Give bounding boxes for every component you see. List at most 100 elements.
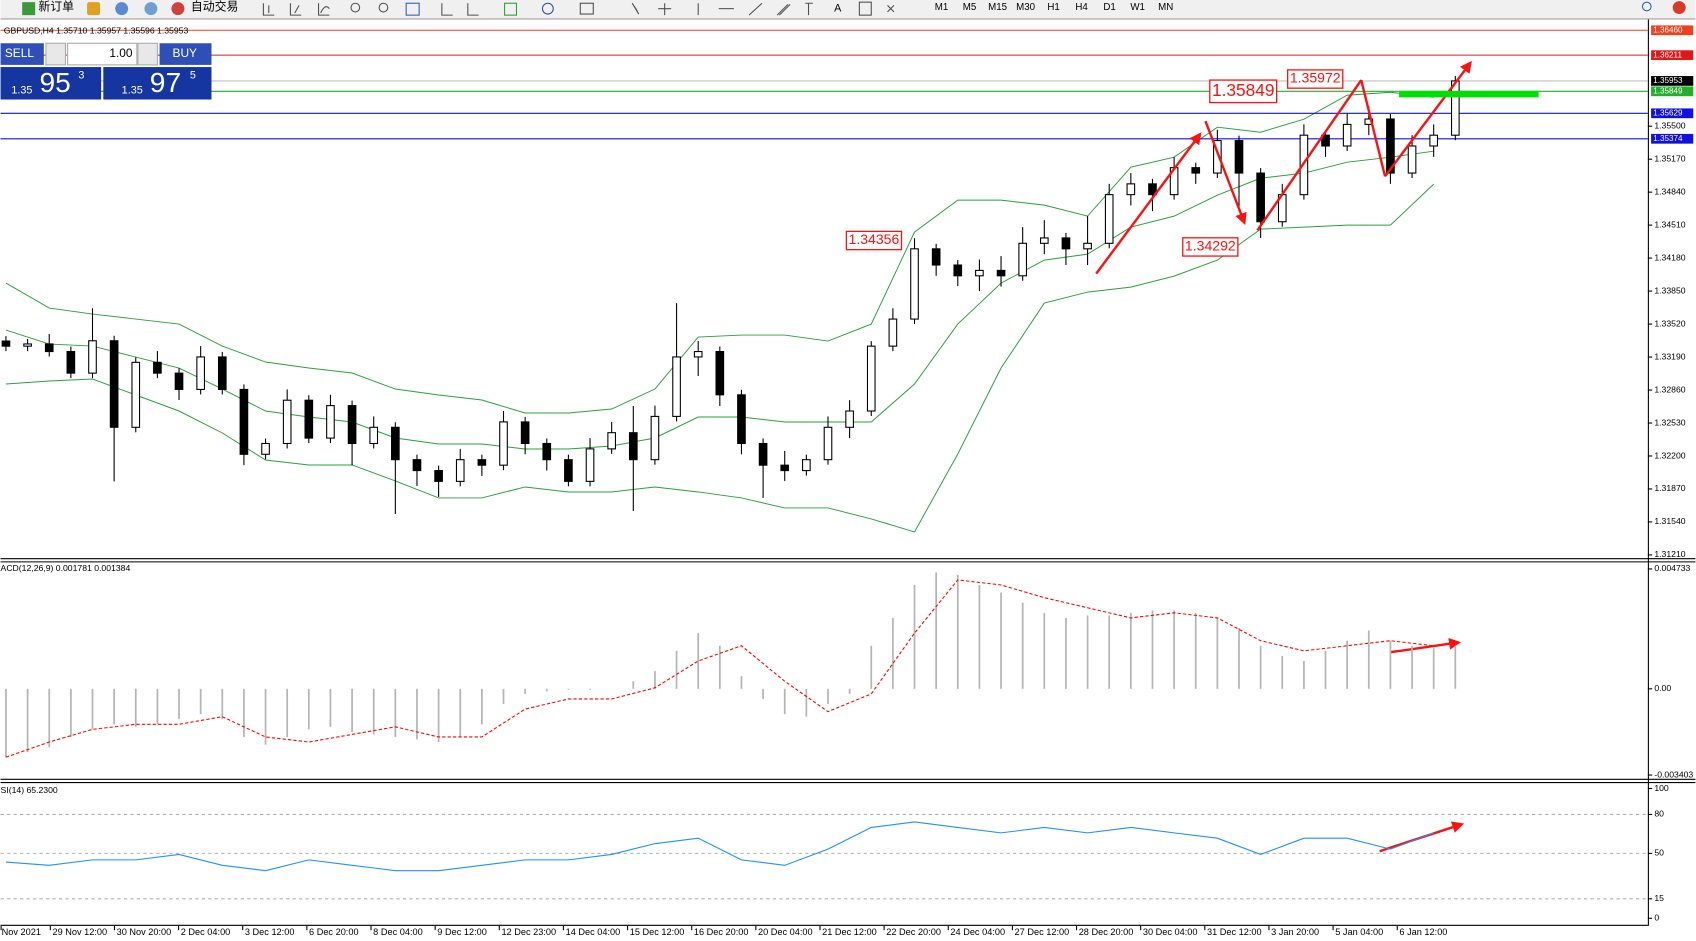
chart-tools[interactable] <box>262 2 813 16</box>
timeframe-button[interactable]: M1 <box>935 2 949 13</box>
trend-arrow <box>1095 132 1202 275</box>
bid-pips: 95 <box>39 67 70 98</box>
auto-trading-icon[interactable] <box>171 2 185 16</box>
label-tool-icon[interactable] <box>858 1 872 16</box>
candle-body <box>44 343 54 353</box>
rsi-tick-label: 80 <box>1654 809 1664 819</box>
candle-body <box>910 248 919 320</box>
ask-big: 1.35 <box>122 85 143 97</box>
candle-body <box>261 442 270 455</box>
candles <box>1 75 1460 514</box>
candle-body <box>607 432 616 450</box>
timeframe-button[interactable]: W1 <box>1130 2 1145 13</box>
candle-body <box>23 343 32 347</box>
candle-body <box>1386 118 1395 174</box>
tool-icon[interactable] <box>87 2 101 16</box>
ask-box[interactable] <box>103 67 212 100</box>
candle-body <box>845 410 854 428</box>
candle-body <box>174 372 184 390</box>
timeframe-button[interactable]: M15 <box>988 2 1007 13</box>
candle-body <box>66 351 76 374</box>
time-label: 6 Jan 12:00 <box>1399 927 1447 937</box>
time-label: 20 Dec 04:00 <box>758 927 813 937</box>
one-click-panel: SELL 1.00 BUY 1.35 95 3 1.35 97 5 <box>0 42 212 100</box>
candle-body <box>1104 194 1114 244</box>
time-label: 6 Dec 20:00 <box>309 927 359 937</box>
time-label: 14 Dec 04:00 <box>566 927 621 937</box>
level-label: 1.35629 <box>1653 108 1683 117</box>
price-label: 1.34510 <box>1654 219 1685 229</box>
tool-icon[interactable] <box>144 2 158 16</box>
search-icon[interactable] <box>1641 1 1652 12</box>
tool-icon[interactable] <box>115 2 129 16</box>
candle-body <box>737 394 746 445</box>
new-order-icon[interactable] <box>22 2 36 16</box>
rsi-tick-label: 15 <box>1654 893 1664 903</box>
candle-body <box>542 442 552 461</box>
candle-body <box>412 459 422 472</box>
candle-body <box>1018 242 1028 277</box>
candle-body <box>866 345 876 412</box>
lot-up[interactable] <box>137 42 158 66</box>
level-label: 1.35849 <box>1653 86 1683 95</box>
candle-body <box>131 361 141 428</box>
timeframe-bar: M1 M5 M15 M30 H1 H4 D1 W1 MN <box>935 2 1173 13</box>
timeframe-button[interactable]: H4 <box>1075 2 1088 13</box>
candle-body <box>1429 134 1439 147</box>
timeframe-button[interactable]: H1 <box>1047 2 1059 13</box>
notification-icon[interactable] <box>1672 1 1686 15</box>
price-label: 1.31540 <box>1654 516 1685 526</box>
candle-body <box>347 405 357 445</box>
candle-body <box>931 248 941 266</box>
lot-value[interactable]: 1.00 <box>109 46 133 60</box>
price-label: 1.33520 <box>1654 318 1685 328</box>
level-label: 1.36211 <box>1653 50 1682 59</box>
candle-body <box>88 340 97 374</box>
timeframe-button[interactable]: D1 <box>1103 2 1115 13</box>
candle-body <box>953 264 963 277</box>
level-label: 1.36460 <box>1653 25 1683 34</box>
candle-body <box>109 340 119 428</box>
level-label-box <box>1651 25 1694 36</box>
ask-pips: 97 <box>150 67 181 98</box>
bid-frac: 3 <box>78 70 84 82</box>
candle-body <box>282 399 292 445</box>
candle-body <box>455 459 465 482</box>
lot-input[interactable] <box>67 42 138 66</box>
new-order-button[interactable]: 新订单 <box>38 0 74 14</box>
price-label: 1.31870 <box>1654 483 1685 493</box>
price-annotation: 1.34292 <box>1185 238 1236 254</box>
price-annotation-box <box>1209 79 1278 104</box>
timeframe-button[interactable]: MN <box>1158 2 1173 13</box>
bid-box[interactable] <box>0 67 102 100</box>
time-label: 16 Dec 20:00 <box>694 927 749 937</box>
timeframe-button[interactable]: M5 <box>963 2 977 13</box>
time-label: 15 Dec 12:00 <box>630 927 685 937</box>
sell-button[interactable] <box>0 43 44 65</box>
candle-body <box>499 421 508 466</box>
buy-button[interactable] <box>159 43 212 65</box>
price-label: 1.35170 <box>1654 153 1685 163</box>
arrow-tool-icon[interactable] <box>887 5 895 13</box>
rsi-tick-label: 0 <box>1654 913 1659 923</box>
level-label: 1.35374 <box>1653 134 1683 143</box>
candle-body <box>715 351 725 396</box>
price-label: 1.31210 <box>1654 549 1685 559</box>
buy-label[interactable]: BUY <box>173 46 197 60</box>
level-label-box <box>1651 86 1694 97</box>
level-label-box <box>1651 133 1694 144</box>
sell-label[interactable]: SELL <box>5 46 34 60</box>
time-label: 24 Dec 04:00 <box>950 927 1005 937</box>
auto-trading-button[interactable]: 自动交易 <box>191 0 239 14</box>
candle-body <box>672 356 681 417</box>
time-label: 29 Nov 12:00 <box>52 927 107 937</box>
timeframe-button[interactable]: M30 <box>1016 2 1036 13</box>
lot-down[interactable] <box>45 42 66 66</box>
text-tool-icon[interactable]: A <box>834 3 842 15</box>
time-label: 12 Dec 23:00 <box>501 927 556 937</box>
time-label: Nov 2021 <box>2 927 41 937</box>
rsi-title: SI(14) 65.2300 <box>1 785 58 795</box>
